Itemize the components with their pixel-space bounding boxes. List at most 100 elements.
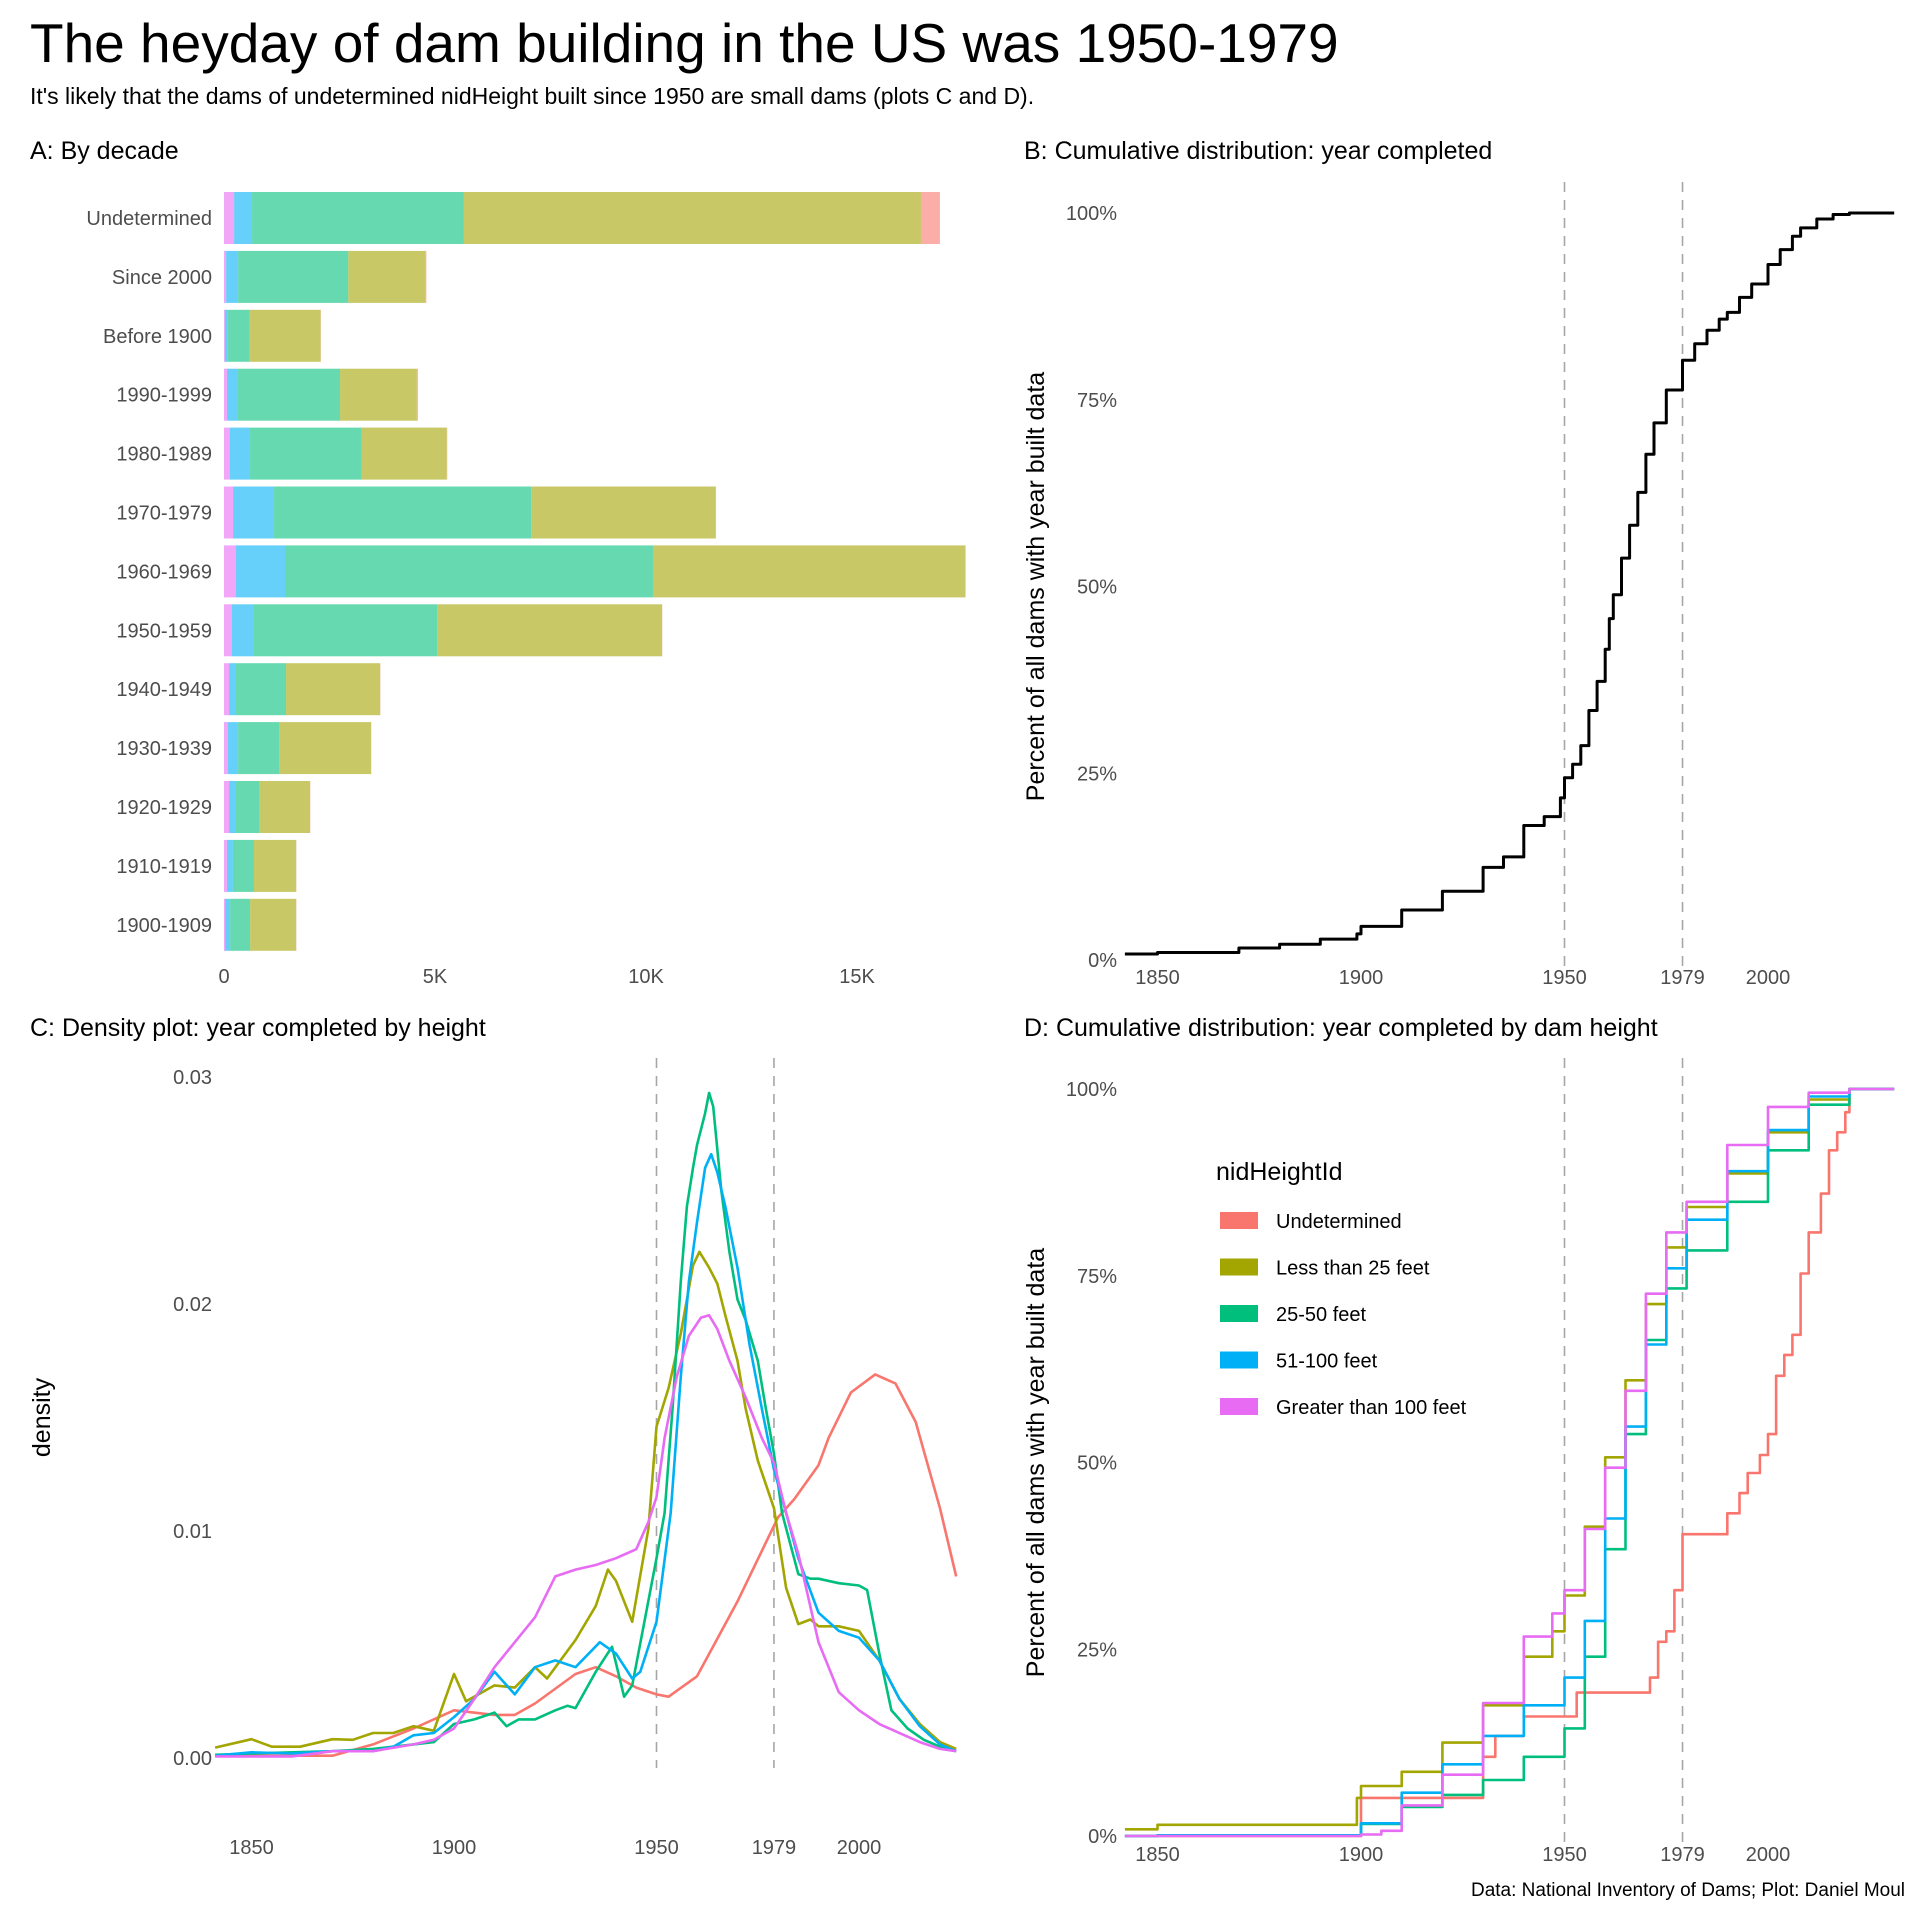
x-tick-label: 1979	[752, 1837, 797, 1859]
y-tick-label: 1940-1949	[116, 679, 212, 701]
y-tick-label: 25%	[1077, 763, 1117, 785]
bar-51-100-feet	[233, 486, 274, 539]
panel-b-title: B: Cumulative distribution: year complet…	[1024, 137, 1493, 165]
series-line-25-50-feet	[1124, 1087, 1895, 1838]
y-tick-label: 0%	[1088, 1826, 1117, 1848]
bar-25-50-feet	[237, 368, 341, 421]
bar-25-50-feet	[249, 427, 362, 480]
panel-a-bar-chart: Undetermined Since 2000 Before 1900 1990-19…	[86, 192, 966, 988]
series-line-25-50-feet	[215, 1091, 957, 1757]
y-tick-label: 1970-1979	[116, 503, 212, 525]
bar-25-50-feet	[284, 545, 653, 598]
y-tick-label: 100%	[1066, 203, 1117, 225]
legend-key-25-50-feet	[1220, 1305, 1258, 1322]
bar-greater-than-100-feet	[224, 486, 234, 539]
bar-less-than-25-feet	[348, 250, 426, 303]
bar-less-than-25-feet	[652, 545, 966, 598]
bar-25-50-feet	[273, 486, 532, 539]
bar-less-than-25-feet	[437, 604, 663, 657]
x-tick-label: 1950	[1542, 1844, 1587, 1866]
bar-51-100-feet	[225, 898, 231, 951]
y-axis-title: Percent of all dams with year built data	[1022, 372, 1050, 801]
x-tick-label: 0	[218, 966, 229, 988]
bar-51-100-feet	[229, 663, 237, 716]
series-line-undetermined	[1124, 1087, 1895, 1838]
legend: nidHeightId Undetermined Less than 25 feet…	[1216, 1158, 1467, 1419]
panel-c-title: C: Density plot: year completed by heigh…	[30, 1014, 486, 1042]
y-tick-label: 50%	[1077, 1453, 1117, 1475]
bar-undetermined	[715, 486, 717, 539]
y-tick-label: 0.01	[173, 1521, 212, 1543]
y-tick-label: 1980-1989	[116, 444, 212, 466]
bar-greater-than-100-feet	[224, 309, 225, 362]
x-tick-label: 1900	[1339, 1844, 1384, 1866]
bar-greater-than-100-feet	[224, 722, 229, 775]
x-tick-label: 1950	[1542, 967, 1587, 989]
bar-undetermined	[425, 250, 427, 303]
x-tick-label: 5K	[423, 966, 448, 988]
bar-25-50-feet	[230, 898, 251, 951]
legend-key-less-than-25-feet	[1220, 1258, 1258, 1276]
bar-25-50-feet	[236, 663, 287, 716]
legend-label: Undetermined	[1276, 1211, 1402, 1233]
y-tick-label: 100%	[1066, 1079, 1117, 1101]
bar-25-50-feet	[252, 192, 464, 244]
x-tick-label: 2000	[1746, 967, 1791, 989]
bar-greater-than-100-feet	[224, 663, 230, 716]
x-tick-label: 1979	[1660, 1844, 1705, 1866]
bar-less-than-25-feet	[361, 427, 447, 480]
y-tick-label: 0%	[1088, 950, 1117, 972]
bar-greater-than-100-feet	[224, 898, 226, 951]
bar-greater-than-100-feet	[224, 192, 235, 244]
series-line-less-than-25-feet	[214, 1250, 957, 1751]
chart-title: The heyday of dam building in the US was…	[30, 12, 1339, 74]
legend-label: 25-50 feet	[1276, 1304, 1367, 1326]
bar-51-100-feet	[229, 781, 237, 833]
bar-25-50-feet	[238, 722, 280, 775]
y-tick-label: 1910-1919	[116, 856, 212, 878]
bar-less-than-25-feet	[286, 663, 381, 716]
bar-greater-than-100-feet	[224, 250, 227, 303]
x-tick-label: 2000	[837, 1837, 882, 1859]
bar-less-than-25-feet	[250, 898, 297, 951]
y-tick-label: 1920-1929	[116, 797, 212, 819]
panel-d-title: D: Cumulative distribution: year complet…	[1024, 1014, 1658, 1042]
legend-title: nidHeightId	[1216, 1158, 1342, 1186]
x-tick-label: 1850	[1135, 1844, 1180, 1866]
panel-d-cumulative-by-height: 0% 25% 50% 75% 100% 1850 1900 1950 1979 2000 Perce…	[1022, 1058, 1895, 1866]
x-tick-label: 1900	[432, 1837, 477, 1859]
y-tick-label: Before 1900	[103, 326, 212, 348]
x-tick-label: 1979	[1660, 967, 1705, 989]
bar-undetermined	[920, 192, 940, 244]
chart-caption: Data: National Inventory of Dams; Plot: …	[1470, 1880, 1905, 1901]
y-tick-label: 1960-1969	[116, 561, 212, 583]
legend-label: Greater than 100 feet	[1276, 1397, 1467, 1419]
panel-b-cumulative: 0% 25% 50% 75% 100% 1850 1900 1950 1979 2000 Perce…	[1022, 182, 1895, 989]
bar-greater-than-100-feet	[224, 368, 227, 421]
bar-25-50-feet	[238, 250, 349, 303]
series-line-51-100-feet	[1124, 1087, 1895, 1838]
bar-greater-than-100-feet	[224, 545, 237, 598]
series-line-less-than-25-feet	[1124, 1087, 1895, 1831]
bar-less-than-25-feet	[340, 368, 417, 421]
x-tick-label: 15K	[839, 966, 875, 988]
bar-51-100-feet	[226, 368, 238, 421]
bar-less-than-25-feet	[259, 781, 311, 833]
bar-51-100-feet	[232, 604, 254, 657]
bar-25-50-feet	[232, 839, 254, 892]
series-line-greater-than-100-feet	[215, 1314, 957, 1758]
y-tick-label: Undetermined	[86, 208, 212, 230]
y-axis-title: Percent of all dams with year built data	[1022, 1248, 1050, 1677]
bar-less-than-25-feet	[249, 309, 321, 362]
chart-subtitle: It's likely that the dams of undetermine…	[30, 83, 1035, 109]
bar-undetermined	[416, 368, 418, 421]
y-tick-label: 1990-1999	[116, 385, 212, 407]
series-line-greater-than-100-feet	[1124, 1087, 1895, 1838]
x-tick-label: 10K	[628, 966, 664, 988]
y-tick-label: 0.00	[173, 1748, 212, 1770]
panel-c-density: 0.00 0.01 0.02 0.03 1850 1900 1950 1979 2000 dens…	[28, 1058, 958, 1859]
bar-51-100-feet	[229, 427, 250, 480]
y-tick-label: 50%	[1077, 577, 1117, 599]
bar-51-100-feet	[234, 192, 253, 244]
